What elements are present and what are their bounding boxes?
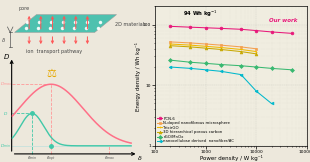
Line: nanocellulose derived  nanofiber/AC: nanocellulose derived nanofiber/AC: [169, 66, 273, 105]
PCN-6: [188, 26, 192, 28]
N-doped nanofibrous microsphere: [219, 44, 223, 46]
nanocellulose derived  nanofiber/AC: [239, 74, 243, 75]
Line: N-doped nanofibrous microsphere: N-doped nanofibrous microsphere: [169, 40, 258, 50]
3D hierarchical porous carbon: [219, 48, 223, 50]
Text: ion  transport pathway: ion transport pathway: [26, 49, 82, 54]
N-doped nanofibrous microsphere: [168, 41, 172, 43]
Line: TricirGO: TricirGO: [169, 43, 258, 53]
rGO/MnOx: [270, 67, 273, 69]
N-doped nanofibrous microsphere: [239, 46, 243, 48]
Text: $\delta$: $\delta$: [1, 36, 6, 44]
N-doped nanofibrous microsphere: [188, 42, 192, 44]
Line: rGO/MnOx: rGO/MnOx: [169, 59, 293, 71]
PCN-6: [270, 31, 273, 33]
3D hierarchical porous carbon: [204, 47, 207, 49]
Text: ⚖: ⚖: [46, 69, 56, 79]
rGO/MnOx: [255, 66, 258, 68]
Polygon shape: [15, 15, 117, 32]
PCN-6: [204, 27, 207, 29]
rGO/MnOx: [290, 69, 294, 71]
Text: 2D material: 2D material: [115, 22, 144, 27]
PCN-6: [168, 25, 172, 27]
3D hierarchical porous carbon: [168, 45, 172, 47]
3D hierarchical porous carbon: [239, 51, 243, 52]
Text: $D$: $D$: [2, 110, 8, 117]
Text: $D_{max}$: $D_{max}$: [0, 81, 12, 88]
TricirGO: [239, 48, 243, 50]
Legend: PCN-6, N-doped nanofibrous microsphere, TricirGO, 3D hierarchical porous carbon,: PCN-6, N-doped nanofibrous microsphere, …: [157, 116, 235, 144]
Text: $\delta_{max}$: $\delta_{max}$: [104, 155, 115, 162]
nanocellulose derived  nanofiber/AC: [204, 69, 207, 71]
PCN-6: [255, 30, 258, 32]
Line: PCN-6: PCN-6: [169, 25, 293, 35]
nanocellulose derived  nanofiber/AC: [219, 70, 223, 72]
rGO/MnOx: [204, 62, 207, 64]
nanocellulose derived  nanofiber/AC: [255, 90, 258, 92]
rGO/MnOx: [168, 59, 172, 61]
nanocellulose derived  nanofiber/AC: [188, 67, 192, 69]
TricirGO: [188, 44, 192, 46]
nanocellulose derived  nanofiber/AC: [168, 66, 172, 68]
N-doped nanofibrous microsphere: [204, 43, 207, 45]
Text: 94 Wh kg$^{-1}$: 94 Wh kg$^{-1}$: [183, 9, 218, 19]
Text: $\delta_{opt}$: $\delta_{opt}$: [46, 154, 56, 162]
PCN-6: [290, 32, 294, 34]
Text: $\delta$: $\delta$: [137, 154, 143, 162]
Text: $\delta_{min}$: $\delta_{min}$: [27, 155, 37, 162]
rGO/MnOx: [219, 64, 223, 65]
3D hierarchical porous carbon: [255, 53, 258, 55]
TricirGO: [204, 45, 207, 47]
PCN-6: [219, 27, 223, 29]
Text: Our work: Our work: [269, 18, 298, 23]
X-axis label: Power density / W kg⁻¹: Power density / W kg⁻¹: [200, 155, 262, 161]
TricirGO: [168, 43, 172, 45]
Text: pore: pore: [19, 6, 30, 11]
TricirGO: [255, 51, 258, 52]
nanocellulose derived  nanofiber/AC: [270, 103, 273, 104]
Line: 3D hierarchical porous carbon: 3D hierarchical porous carbon: [169, 44, 258, 55]
3D hierarchical porous carbon: [188, 46, 192, 48]
N-doped nanofibrous microsphere: [255, 48, 258, 50]
TricirGO: [219, 46, 223, 48]
Text: $D$: $D$: [3, 52, 10, 61]
Y-axis label: Energy density / Wh kg⁻¹: Energy density / Wh kg⁻¹: [135, 42, 141, 111]
rGO/MnOx: [239, 65, 243, 67]
PCN-6: [239, 28, 243, 30]
Text: $D_{min}$: $D_{min}$: [0, 142, 11, 150]
rGO/MnOx: [188, 61, 192, 63]
